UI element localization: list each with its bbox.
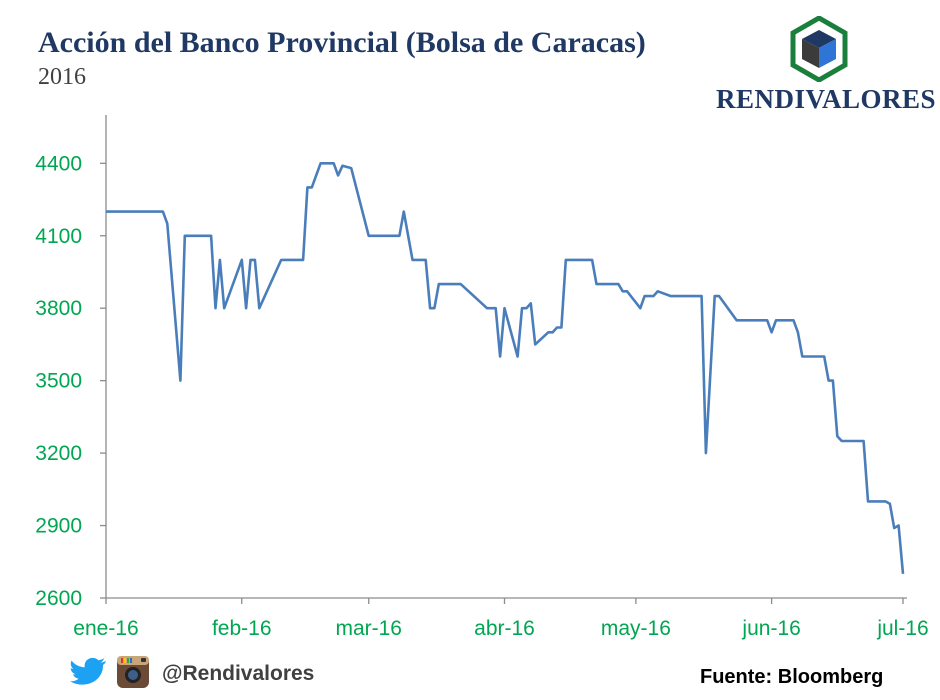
cube-hexagon-logo-icon: [790, 15, 848, 83]
logo-cube-right: [819, 39, 836, 68]
social-footer: @Rendivalores: [70, 655, 315, 694]
x-axis-ticks: ene-16 feb-16 mar-16 abr-16 may-16 jun-16 jul-…: [73, 598, 929, 640]
y-tick-label: 2900: [35, 515, 82, 538]
instagram-camera-icon[interactable]: [116, 655, 150, 694]
y-tick-label: 2600: [35, 587, 82, 610]
x-tick-label: may-16: [601, 617, 671, 640]
chart-title: Acción del Banco Provincial (Bolsa de Ca…: [38, 26, 646, 59]
x-tick-label: mar-16: [335, 617, 402, 640]
y-tick-label: 3200: [35, 442, 82, 465]
y-tick-label: 3800: [35, 297, 82, 320]
x-tick-label: abr-16: [474, 617, 535, 640]
x-tick-label: jul-16: [876, 617, 928, 640]
y-tick-label: 3500: [35, 370, 82, 393]
x-tick-label: jun-16: [741, 617, 800, 640]
chart-subtitle: 2016: [38, 64, 86, 90]
y-tick-label: 4100: [35, 225, 82, 248]
twitter-handle[interactable]: @Rendivalores: [162, 662, 315, 685]
chart-series: [106, 162, 905, 575]
brand-name: RENDIVALORES: [716, 84, 937, 114]
logo-hexagon: [790, 15, 848, 83]
x-tick-label: ene-16: [73, 617, 138, 640]
twitter-bird-icon[interactable]: [70, 657, 108, 692]
x-tick-label: feb-16: [212, 617, 272, 640]
series-line: [106, 162, 905, 575]
chart-axes: [105, 115, 907, 599]
logo-cube-left: [802, 39, 819, 68]
data-source: Fuente: Bloomberg: [700, 666, 884, 688]
y-axis-ticks: 2600 2900 3200 3500 3800 4100 4400: [35, 152, 106, 610]
y-tick-label: 4400: [35, 152, 82, 175]
